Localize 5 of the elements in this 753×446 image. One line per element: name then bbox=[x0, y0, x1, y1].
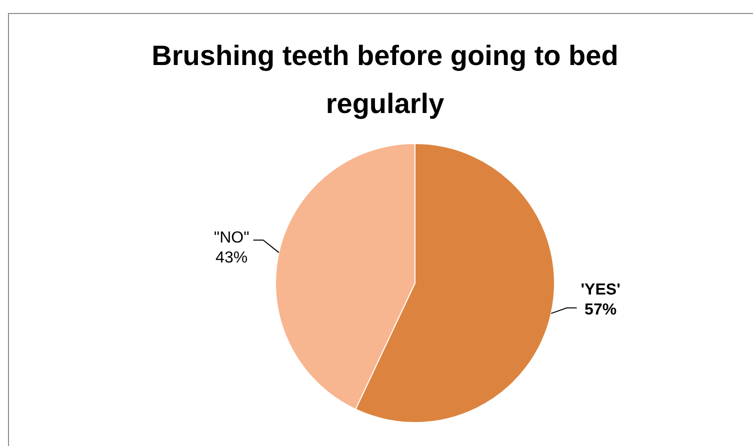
chart-title: Brushing teeth before going to bed regularly bbox=[150, 39, 620, 121]
slice-label: "NO" bbox=[214, 229, 250, 246]
data-label: 43% bbox=[216, 249, 248, 266]
data-label: 57% bbox=[584, 301, 617, 318]
slice-label: 'YES' bbox=[580, 281, 620, 298]
